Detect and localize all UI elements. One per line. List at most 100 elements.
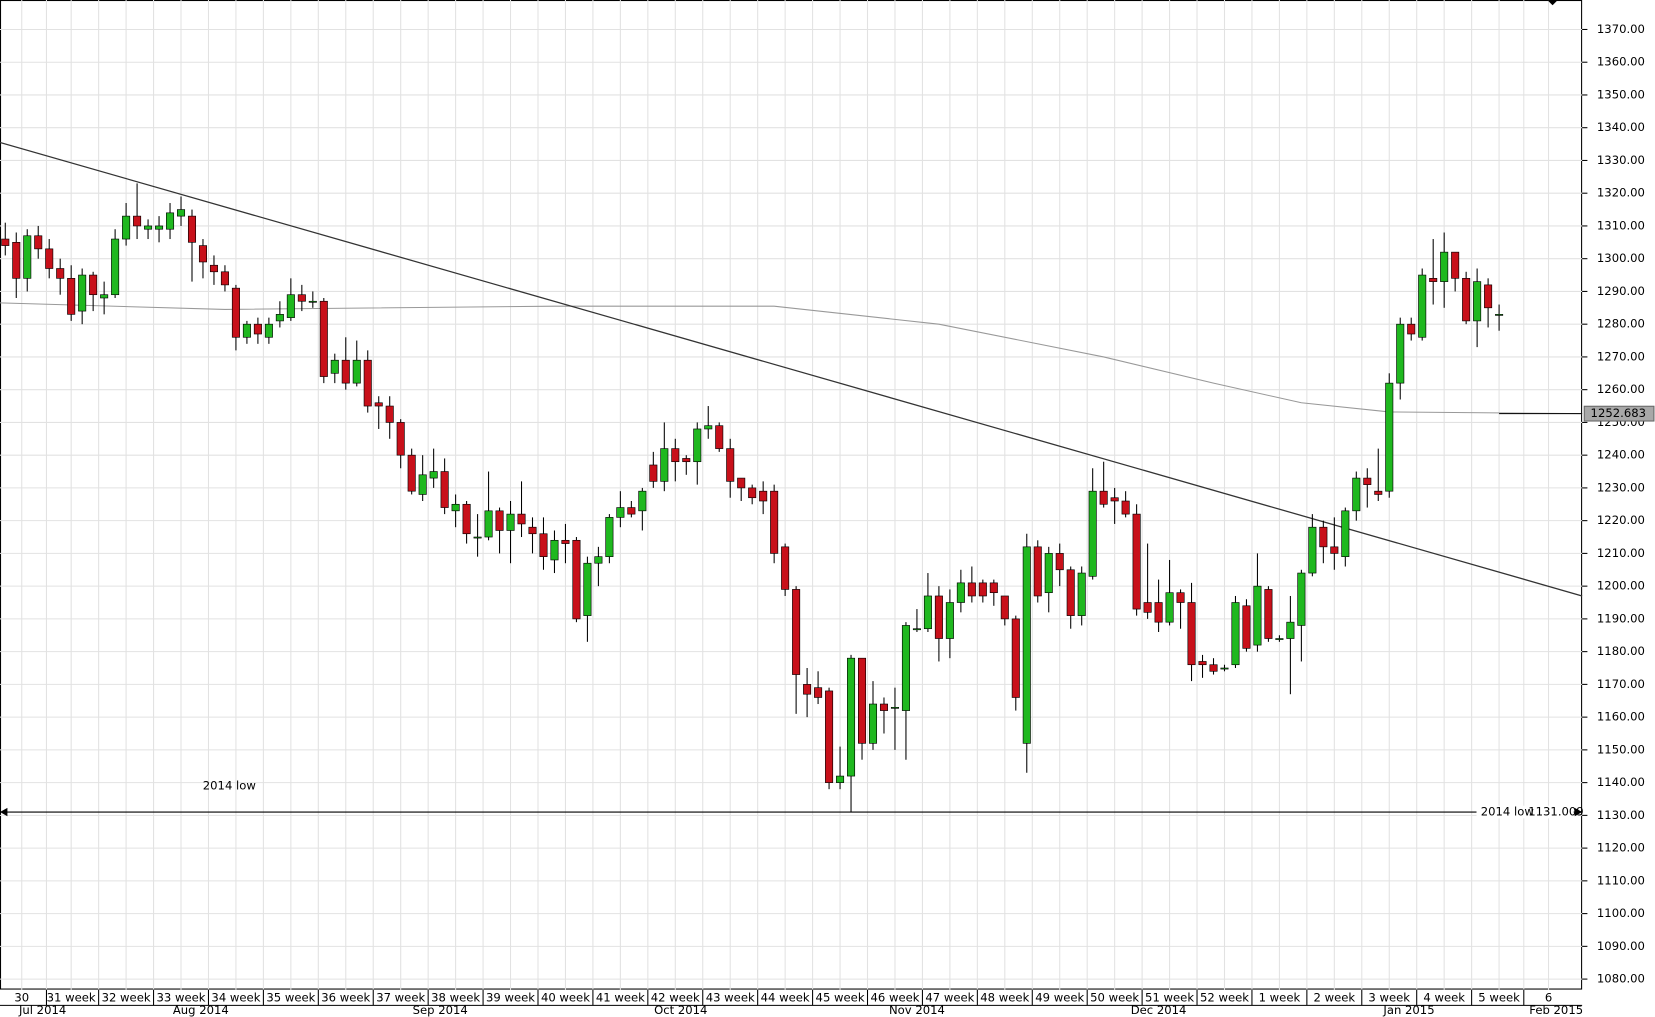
candle-body xyxy=(825,690,834,783)
x-tick-label: 38 week xyxy=(431,991,480,1005)
candle-body xyxy=(495,510,504,531)
candle-body xyxy=(23,235,32,279)
x-tick-label: 47 week xyxy=(925,991,974,1005)
y-tick-label: 1300.00 xyxy=(1597,251,1645,265)
candle-body xyxy=(627,507,636,515)
x-tick-label: 48 week xyxy=(980,991,1029,1005)
x-tick-label: 50 week xyxy=(1090,991,1139,1005)
candle-body xyxy=(1000,595,1009,620)
candle-body xyxy=(1132,513,1141,610)
y-tick-label: 1130.00 xyxy=(1597,808,1645,822)
y-tick-label: 1220.00 xyxy=(1597,513,1645,527)
y-tick-label: 1150.00 xyxy=(1597,742,1645,756)
candle-body xyxy=(912,628,921,631)
candle-body xyxy=(89,274,98,296)
candle-body xyxy=(1220,667,1229,670)
candle-body xyxy=(1407,323,1416,335)
candle-body xyxy=(923,595,932,630)
x-tick-label: 43 week xyxy=(706,991,755,1005)
candle-body xyxy=(1385,382,1394,492)
candle-body xyxy=(45,248,54,269)
candle-body xyxy=(396,422,405,456)
candle-body xyxy=(209,264,218,273)
x-tick-label: 45 week xyxy=(816,991,865,1005)
x-tick-label: 34 week xyxy=(211,991,260,1005)
y-tick-label: 1360.00 xyxy=(1597,55,1645,69)
candle-body xyxy=(484,510,493,538)
month-label: Jul 2014 xyxy=(18,1003,66,1017)
y-tick-label: 1160.00 xyxy=(1597,710,1645,724)
candle-body xyxy=(166,212,175,230)
candle-body xyxy=(1319,526,1328,548)
y-tick-label: 1170.00 xyxy=(1597,677,1645,691)
candle-body xyxy=(1330,546,1339,554)
candle-body xyxy=(374,402,383,407)
candle-body xyxy=(363,359,372,407)
x-tick-label: 39 week xyxy=(486,991,535,1005)
candle-body xyxy=(1121,500,1130,515)
candle-body xyxy=(858,657,867,744)
x-tick-label: 2 week xyxy=(1314,991,1356,1005)
price-label: 1252.683 xyxy=(1591,406,1646,420)
candle-body xyxy=(616,507,625,518)
candle-body xyxy=(1165,592,1174,623)
candle-body xyxy=(111,238,120,296)
candle-body xyxy=(78,274,87,312)
level-value: 1131.009 xyxy=(1528,805,1583,819)
x-tick-label: 4 week xyxy=(1423,991,1465,1005)
candle-body xyxy=(1286,621,1295,639)
level-label-bg xyxy=(1476,805,1574,819)
candle-body xyxy=(330,359,339,374)
candle-body xyxy=(462,503,471,535)
candle-body xyxy=(550,539,559,561)
y-tick-label: 1210.00 xyxy=(1597,546,1645,560)
candle-body xyxy=(1209,664,1218,672)
candle-body xyxy=(34,235,43,250)
candle-body xyxy=(1297,572,1306,626)
candle-body xyxy=(605,517,614,557)
candle-body xyxy=(737,477,746,489)
month-label: Nov 2014 xyxy=(889,1003,945,1017)
month-label: Aug 2014 xyxy=(173,1003,229,1017)
x-tick-label: 46 week xyxy=(870,991,919,1005)
candle-body xyxy=(242,323,251,338)
candle-body xyxy=(583,562,592,616)
candle-body xyxy=(528,526,537,535)
candle-body xyxy=(726,448,735,482)
candle-body xyxy=(451,503,460,512)
y-tick-label: 1370.00 xyxy=(1597,22,1645,36)
candle-body xyxy=(1440,251,1449,282)
candle-body xyxy=(1363,477,1372,485)
y-tick-label: 1230.00 xyxy=(1597,480,1645,494)
candle-body xyxy=(1352,477,1361,512)
month-label: Jan 2015 xyxy=(1382,1003,1434,1017)
candle-body xyxy=(122,215,131,240)
y-tick-label: 1270.00 xyxy=(1597,349,1645,363)
x-tick-label: 41 week xyxy=(596,991,645,1005)
candle-body xyxy=(1242,605,1251,649)
candle-body xyxy=(67,278,76,315)
candle-body xyxy=(1341,510,1350,557)
y-tick-label: 1190.00 xyxy=(1597,611,1645,625)
candle-body xyxy=(1473,281,1482,322)
candle-body xyxy=(792,589,801,675)
candle-body xyxy=(1451,251,1460,279)
candle-body xyxy=(308,300,317,303)
candle-body xyxy=(1088,490,1097,577)
candle-body xyxy=(638,490,647,512)
candle-body xyxy=(1110,497,1119,502)
y-tick-label: 1100.00 xyxy=(1597,906,1645,920)
y-tick-label: 1320.00 xyxy=(1597,186,1645,200)
candle-body xyxy=(978,582,987,597)
y-tick-label: 1340.00 xyxy=(1597,120,1645,134)
candle-body xyxy=(198,245,207,263)
candle-body xyxy=(671,448,680,463)
candle-body xyxy=(693,428,702,463)
candle-body xyxy=(1374,490,1383,495)
y-tick-label: 1350.00 xyxy=(1597,87,1645,101)
candle-body xyxy=(155,225,164,230)
candle-body xyxy=(1231,602,1240,666)
y-tick-label: 1080.00 xyxy=(1597,972,1645,986)
candle-body xyxy=(1011,618,1020,698)
candle-body xyxy=(989,582,998,594)
